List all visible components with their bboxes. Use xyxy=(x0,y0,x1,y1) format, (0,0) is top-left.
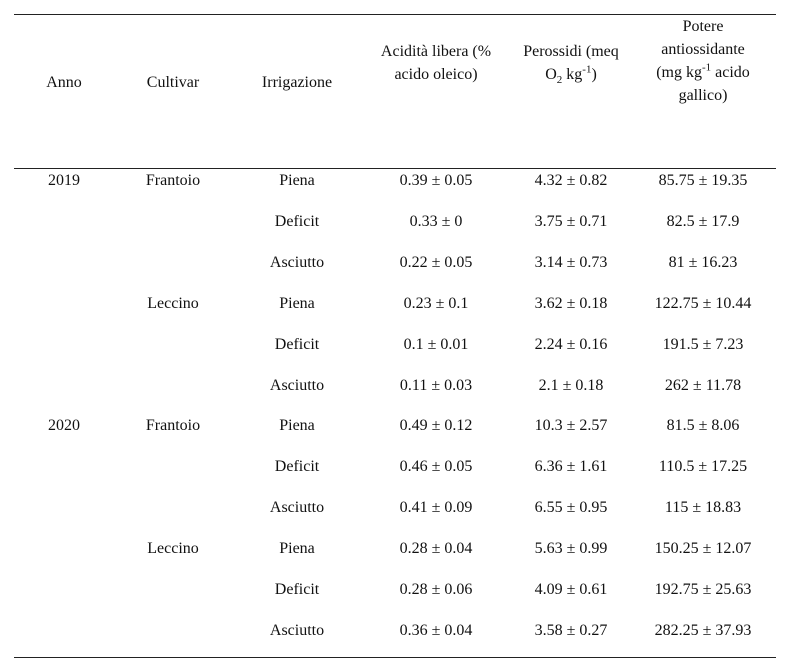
table-row: Asciutto 0.41 ± 0.09 6.55 ± 0.95 115 ± 1… xyxy=(0,496,788,520)
header-perossidi-line2: O2 kg-1) xyxy=(501,63,641,86)
table-row: Deficit 0.33 ± 0 3.75 ± 0.71 82.5 ± 17.9 xyxy=(0,210,788,234)
table-top-rule xyxy=(14,14,776,15)
cell-potere: 262 ± 11.78 xyxy=(664,377,742,394)
cell-potere: 115 ± 18.83 xyxy=(664,499,742,516)
cell-acidita: 0.28 ± 0.04 xyxy=(399,540,473,557)
header-acidita-line1: Acidità libera (% xyxy=(380,43,492,60)
table-row: Asciutto 0.11 ± 0.03 2.1 ± 0.18 262 ± 11… xyxy=(0,374,788,398)
header-potere-line2: antiossidante xyxy=(661,41,745,58)
header-anno: Anno xyxy=(46,74,82,91)
table-row: 2019 Frantoio Piena 0.39 ± 0.05 4.32 ± 0… xyxy=(0,169,788,193)
header-potere-line3-sup: -1 xyxy=(701,61,712,74)
cell-acidita: 0.36 ± 0.04 xyxy=(399,622,473,639)
table-row: Asciutto 0.22 ± 0.05 3.14 ± 0.73 81 ± 16… xyxy=(0,251,788,275)
cell-cultivar: Frantoio xyxy=(145,172,201,189)
cell-acidita: 0.22 ± 0.05 xyxy=(399,254,473,271)
cell-perossidi: 10.3 ± 2.57 xyxy=(534,417,608,434)
header-perossidi: Perossidi (meq O2 kg-1) xyxy=(501,40,641,86)
header-irrigazione: Irrigazione xyxy=(261,74,333,91)
table-row: Deficit 0.28 ± 0.06 4.09 ± 0.61 192.75 ±… xyxy=(0,578,788,602)
cell-irrigazione: Deficit xyxy=(274,458,320,475)
cell-acidita: 0.1 ± 0.01 xyxy=(403,336,469,353)
cell-perossidi: 6.36 ± 1.61 xyxy=(534,458,608,475)
cell-acidita: 0.49 ± 0.12 xyxy=(399,417,473,434)
cell-perossidi: 4.32 ± 0.82 xyxy=(534,172,608,189)
header-potere-line3-b: acido xyxy=(711,64,750,81)
header-potere: Potere antiossidante (mg kg-1 acido gall… xyxy=(633,15,773,107)
cell-irrigazione: Deficit xyxy=(274,581,320,598)
cell-anno: 2020 xyxy=(48,417,80,434)
cell-irrigazione: Asciutto xyxy=(269,377,325,394)
cell-perossidi: 5.63 ± 0.99 xyxy=(534,540,608,557)
header-perossidi-kg-sup: -1 xyxy=(582,63,592,76)
cell-cultivar: Leccino xyxy=(147,540,199,557)
cell-irrigazione: Deficit xyxy=(274,336,320,353)
header-potere-line1: Potere xyxy=(682,18,724,35)
cell-irrigazione: Deficit xyxy=(274,213,320,230)
header-perossidi-close: ) xyxy=(591,66,597,83)
cell-perossidi: 3.14 ± 0.73 xyxy=(534,254,608,271)
cell-perossidi: 3.58 ± 0.27 xyxy=(534,622,608,639)
cell-acidita: 0.39 ± 0.05 xyxy=(399,172,473,189)
table-row: Deficit 0.46 ± 0.05 6.36 ± 1.61 110.5 ± … xyxy=(0,455,788,479)
cell-potere: 85.75 ± 19.35 xyxy=(658,172,748,189)
cell-irrigazione: Piena xyxy=(279,417,315,434)
cell-potere: 282.25 ± 37.93 xyxy=(654,622,752,639)
cell-cultivar: Leccino xyxy=(147,295,199,312)
cell-irrigazione: Piena xyxy=(279,540,315,557)
header-acidita: Acidità libera (% acido oleico) xyxy=(356,40,516,86)
cell-potere: 192.75 ± 25.63 xyxy=(654,581,752,598)
header-perossidi-line1: Perossidi (meq xyxy=(523,43,619,60)
cell-acidita: 0.41 ± 0.09 xyxy=(399,499,473,516)
cell-potere: 122.75 ± 10.44 xyxy=(654,295,752,312)
table-header-rule xyxy=(14,168,776,169)
cell-cultivar: Frantoio xyxy=(145,417,201,434)
cell-potere: 191.5 ± 7.23 xyxy=(662,336,744,353)
cell-perossidi: 4.09 ± 0.61 xyxy=(534,581,608,598)
cell-irrigazione: Asciutto xyxy=(269,254,325,271)
cell-acidita: 0.23 ± 0.1 xyxy=(403,295,469,312)
cell-acidita: 0.28 ± 0.06 xyxy=(399,581,473,598)
table-bottom-rule xyxy=(14,657,776,658)
table-row: Asciutto 0.36 ± 0.04 3.58 ± 0.27 282.25 … xyxy=(0,619,788,643)
cell-potere: 82.5 ± 17.9 xyxy=(666,213,740,230)
table-row: 2020 Frantoio Piena 0.49 ± 0.12 10.3 ± 2… xyxy=(0,414,788,438)
header-potere-line4: gallico) xyxy=(678,87,728,104)
cell-irrigazione: Asciutto xyxy=(269,499,325,516)
cell-potere: 150.25 ± 12.07 xyxy=(654,540,752,557)
header-perossidi-kg: kg xyxy=(562,66,583,83)
header-potere-line3: (mg kg-1 acido xyxy=(633,61,773,84)
cell-potere: 110.5 ± 17.25 xyxy=(658,458,748,475)
header-cultivar: Cultivar xyxy=(146,74,200,91)
cell-anno: 2019 xyxy=(48,172,80,189)
table-row: Deficit 0.1 ± 0.01 2.24 ± 0.16 191.5 ± 7… xyxy=(0,333,788,357)
cell-irrigazione: Piena xyxy=(279,295,315,312)
table-row: Leccino Piena 0.23 ± 0.1 3.62 ± 0.18 122… xyxy=(0,292,788,316)
cell-perossidi: 6.55 ± 0.95 xyxy=(534,499,608,516)
header-acidita-line2: acido oleico) xyxy=(394,66,478,83)
cell-potere: 81 ± 16.23 xyxy=(668,254,738,271)
cell-acidita: 0.33 ± 0 xyxy=(409,213,463,230)
table-row: Leccino Piena 0.28 ± 0.04 5.63 ± 0.99 15… xyxy=(0,537,788,561)
cell-perossidi: 3.75 ± 0.71 xyxy=(534,213,608,230)
cell-irrigazione: Asciutto xyxy=(269,622,325,639)
cell-perossidi: 3.62 ± 0.18 xyxy=(534,295,608,312)
cell-perossidi: 2.1 ± 0.18 xyxy=(538,377,604,394)
cell-irrigazione: Piena xyxy=(279,172,315,189)
cell-acidita: 0.46 ± 0.05 xyxy=(399,458,473,475)
header-perossidi-o: O xyxy=(545,66,557,83)
cell-acidita: 0.11 ± 0.03 xyxy=(399,377,473,394)
header-perossidi-o-sub: 2 xyxy=(556,74,563,87)
cell-perossidi: 2.24 ± 0.16 xyxy=(534,336,608,353)
cell-potere: 81.5 ± 8.06 xyxy=(666,417,740,434)
header-potere-line3-a: (mg kg xyxy=(656,64,702,81)
